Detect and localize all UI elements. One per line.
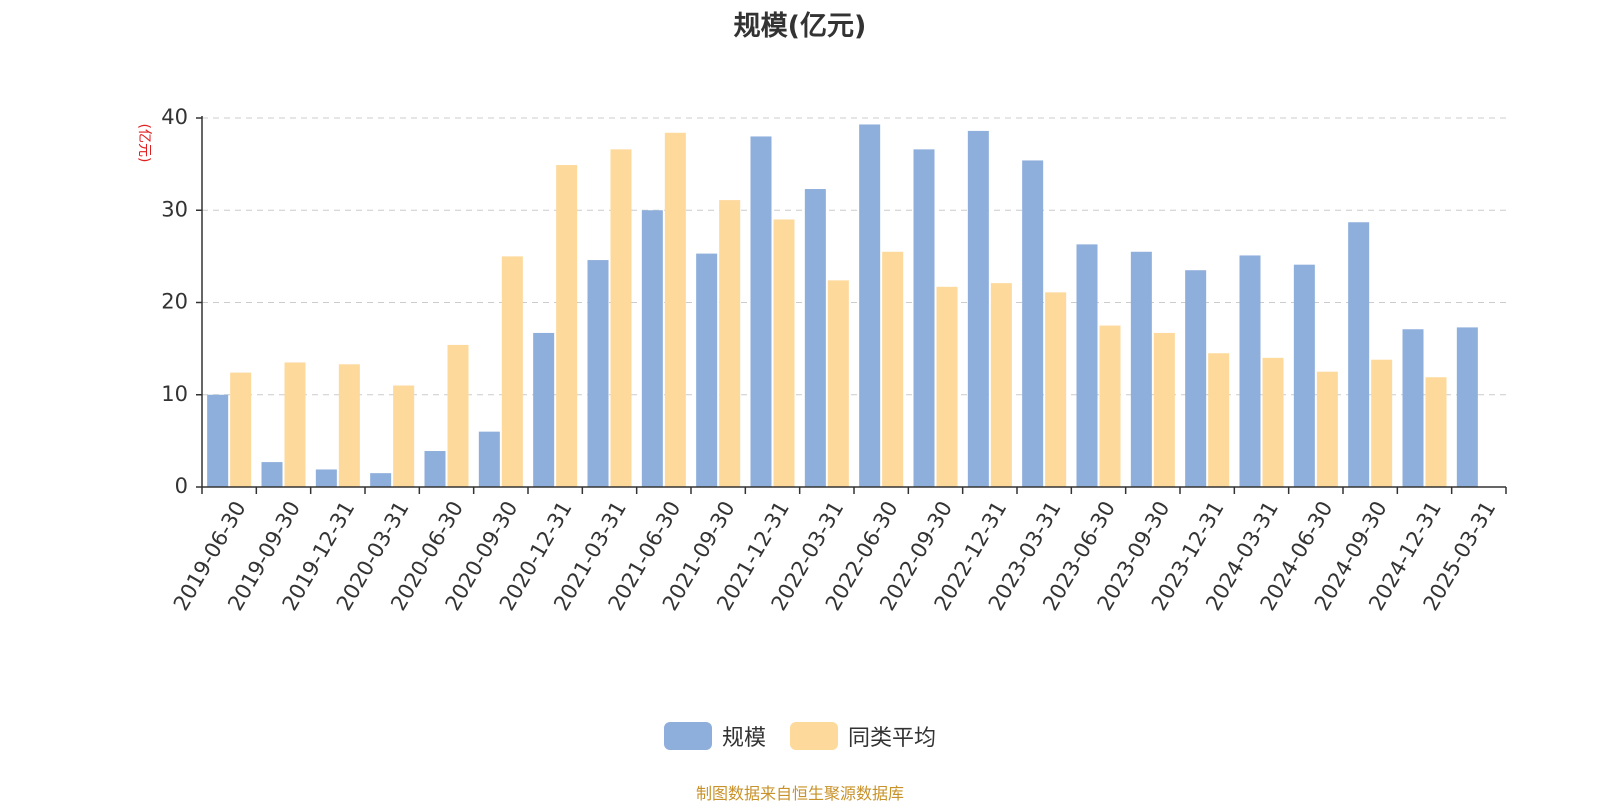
bar-peer-average[interactable] xyxy=(284,362,306,487)
bar-scale[interactable] xyxy=(1348,222,1370,487)
y-tick-label: 10 xyxy=(161,382,188,406)
bar-peer-average[interactable] xyxy=(719,200,741,488)
bar-scale[interactable] xyxy=(1293,264,1315,487)
gridlines xyxy=(202,117,1506,396)
bar-scale[interactable] xyxy=(641,210,663,487)
y-tick-label: 0 xyxy=(175,474,188,498)
bar-scale[interactable] xyxy=(750,136,772,487)
bar-scale[interactable] xyxy=(207,394,229,487)
bar-scale[interactable] xyxy=(261,462,283,487)
bar-peer-average[interactable] xyxy=(1153,332,1175,487)
y-tick-label: 20 xyxy=(161,290,188,314)
bar-scale[interactable] xyxy=(1239,255,1261,487)
legend-swatch-scale xyxy=(663,722,712,750)
data-source-note: 制图数据来自恒生聚源数据库 xyxy=(695,784,904,803)
bar-peer-average[interactable] xyxy=(936,286,958,487)
bar-peer-average[interactable] xyxy=(610,149,632,488)
bar-peer-average[interactable] xyxy=(990,283,1012,487)
bar-scale[interactable] xyxy=(1456,327,1478,487)
bar-peer-average[interactable] xyxy=(230,372,252,487)
chart-title: 规模(亿元) xyxy=(733,11,867,42)
bar-peer-average[interactable] xyxy=(827,280,849,487)
bars xyxy=(207,124,1478,488)
bar-scale[interactable] xyxy=(804,189,826,487)
bar-peer-average[interactable] xyxy=(1045,292,1067,487)
bar-scale[interactable] xyxy=(478,431,500,487)
legend-label-scale: 规模 xyxy=(721,726,766,751)
bar-scale[interactable] xyxy=(859,124,881,488)
legend-item-peer-average[interactable]: 同类平均 xyxy=(790,720,936,752)
legend: 规模 同类平均 xyxy=(0,720,1600,752)
bar-peer-average[interactable] xyxy=(664,132,686,487)
bar-peer-average[interactable] xyxy=(1316,371,1338,487)
bar-peer-average[interactable] xyxy=(1208,353,1230,487)
legend-swatch-peer-average xyxy=(790,722,838,750)
bar-peer-average[interactable] xyxy=(338,364,360,487)
bar-peer-average[interactable] xyxy=(1371,359,1393,487)
y-tick-label: 30 xyxy=(161,197,188,221)
bar-scale[interactable] xyxy=(424,451,446,487)
bar-peer-average[interactable] xyxy=(1425,377,1447,487)
bar-peer-average[interactable] xyxy=(501,256,523,487)
bar-scale[interactable] xyxy=(370,473,392,487)
legend-item-scale[interactable]: 规模 xyxy=(663,720,766,752)
bar-peer-average[interactable] xyxy=(447,344,469,487)
y-tick-label: 40 xyxy=(161,105,188,129)
bar-peer-average[interactable] xyxy=(882,251,904,487)
bar-scale[interactable] xyxy=(533,332,555,487)
bar-scale[interactable] xyxy=(913,149,935,488)
bar-scale[interactable] xyxy=(1076,244,1098,487)
bar-peer-average[interactable] xyxy=(556,165,578,488)
bar-scale[interactable] xyxy=(1402,329,1424,487)
bar-peer-average[interactable] xyxy=(773,219,795,487)
bar-scale[interactable] xyxy=(587,260,609,487)
bar-scale[interactable] xyxy=(1022,160,1044,487)
bar-scale[interactable] xyxy=(1185,270,1207,487)
bar-peer-average[interactable] xyxy=(1099,325,1121,487)
y-axis-label: (亿元) xyxy=(136,124,152,163)
bar-peer-average[interactable] xyxy=(1262,357,1284,487)
bar-scale[interactable] xyxy=(1130,251,1152,487)
bar-peer-average[interactable] xyxy=(393,385,415,487)
bar-scale[interactable] xyxy=(967,130,989,488)
bar-scale[interactable] xyxy=(696,253,718,487)
bar-scale[interactable] xyxy=(315,469,337,487)
legend-label-peer-average: 同类平均 xyxy=(848,726,937,751)
